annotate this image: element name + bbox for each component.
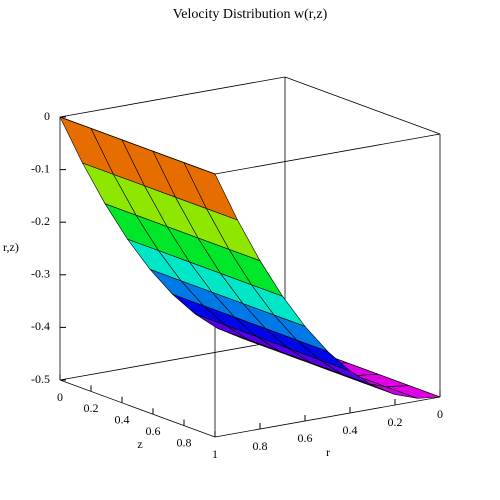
box-edge <box>59 379 216 438</box>
y-tick-label: 0.2 <box>84 401 99 415</box>
value-axis-label: r,z) <box>3 240 19 254</box>
box-edge <box>59 116 216 175</box>
y-axis-label: z <box>137 437 142 451</box>
box-edge <box>284 76 441 135</box>
v-tick-label: -0.1 <box>31 161 50 175</box>
y-tick-label: 0 <box>57 390 63 404</box>
box-edge <box>214 133 441 175</box>
x-axis-label: r <box>326 445 330 459</box>
x-tick-label: 0.2 <box>388 415 403 429</box>
y-tick-label: 0.8 <box>177 435 192 449</box>
v-tick-label: -0.5 <box>31 372 50 386</box>
v-tick-label: -0.2 <box>31 214 50 228</box>
y-tick-label: 1 <box>212 447 218 461</box>
chart-title: Velocity Distribution w(r,z) <box>173 7 328 22</box>
v-tick-label: 0 <box>44 109 50 123</box>
x-tick-label: 0.6 <box>298 431 313 445</box>
x-tick-label: 0 <box>437 407 443 421</box>
x-tick-label: 0.4 <box>343 423 358 437</box>
v-tick-label: -0.4 <box>31 319 50 333</box>
box-edge <box>59 76 286 118</box>
x-tick-label: 0.8 <box>253 439 268 453</box>
box-edge <box>59 339 286 381</box>
box-edge <box>214 396 441 438</box>
y-tick-label: 0.6 <box>146 424 161 438</box>
v-tick-label: -0.3 <box>31 267 50 281</box>
y-tick-label: 0.4 <box>115 413 130 427</box>
